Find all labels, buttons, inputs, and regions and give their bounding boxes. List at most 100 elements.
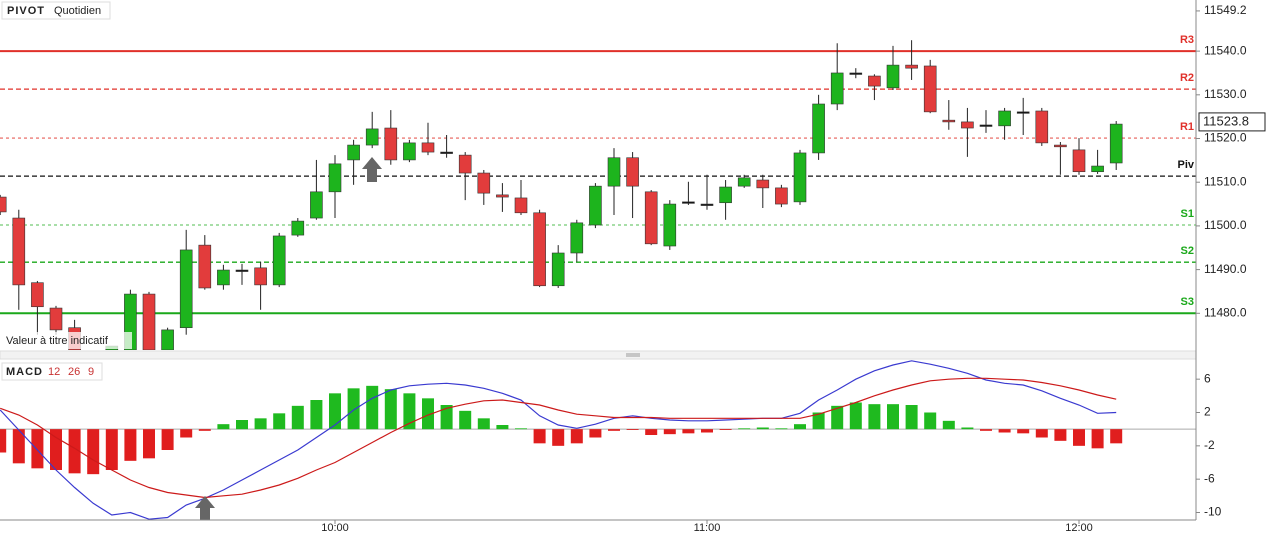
histogram-bar xyxy=(459,410,472,430)
histogram-bar xyxy=(645,429,658,435)
note: Valeur à titre indicatif xyxy=(6,335,109,347)
y-tick-label: 11500.0 xyxy=(1204,218,1247,232)
histogram-bar xyxy=(422,398,434,430)
candle-body xyxy=(589,185,602,226)
histogram-bar xyxy=(849,402,862,430)
candle-body xyxy=(142,293,156,350)
macd-param: 9 xyxy=(88,366,94,378)
histogram-bar xyxy=(942,420,955,430)
histogram-bar xyxy=(403,393,416,430)
histogram-bar xyxy=(198,429,211,431)
histogram-bar xyxy=(384,389,397,430)
histogram-bar xyxy=(589,429,602,438)
histogram-bar xyxy=(217,424,230,430)
histogram-bar xyxy=(0,429,7,453)
pivot-label: R2 xyxy=(1180,72,1194,84)
histogram-bar xyxy=(1035,429,1048,438)
candle-body xyxy=(347,144,360,161)
candle-body xyxy=(49,307,63,331)
candle-body xyxy=(291,220,305,236)
candle-body xyxy=(1091,165,1104,173)
candle-body xyxy=(793,152,807,203)
chart-title: PIVOT xyxy=(7,5,45,17)
price-pane xyxy=(0,40,1196,350)
candle-body xyxy=(644,191,658,245)
histogram-bar xyxy=(719,429,732,430)
histogram-bar xyxy=(998,429,1011,433)
candle-body xyxy=(570,222,584,254)
candle-body xyxy=(607,157,621,187)
candle-body xyxy=(849,72,863,75)
histogram-bar xyxy=(236,420,248,430)
y-tick-label: 11530.0 xyxy=(1204,87,1247,101)
candle-body xyxy=(440,151,453,154)
histogram-bar xyxy=(756,427,769,430)
histogram-bar xyxy=(291,405,304,430)
histogram-bar xyxy=(608,429,620,431)
candle-body xyxy=(254,267,267,286)
signal-arrow xyxy=(362,157,382,182)
histogram-bar xyxy=(440,405,453,430)
macd-param: 26 xyxy=(68,366,80,378)
histogram-bar xyxy=(310,400,323,430)
candle-body xyxy=(886,64,900,89)
pivot-label: Piv xyxy=(1177,159,1194,171)
histogram-bar xyxy=(701,429,713,433)
histogram-bar xyxy=(366,385,379,430)
candle-body xyxy=(737,177,751,187)
candle-body xyxy=(217,269,230,286)
candle-body xyxy=(551,252,565,287)
candle-body xyxy=(403,142,416,161)
histogram-bar xyxy=(533,429,546,444)
macd-line xyxy=(0,360,1117,520)
candle-body xyxy=(626,157,639,187)
candle-body xyxy=(421,142,435,153)
y-tick-label: 11490.0 xyxy=(1204,262,1247,276)
candle-body xyxy=(235,269,249,272)
y-tick-label: 6 xyxy=(1204,371,1211,385)
y-tick-label: 11510.0 xyxy=(1204,174,1247,188)
pivot-label: S2 xyxy=(1181,245,1194,257)
candle-body xyxy=(923,65,937,113)
histogram-bar xyxy=(626,429,639,430)
histogram-bar xyxy=(552,429,565,446)
histogram-bar xyxy=(477,418,490,430)
x-tick-label: 12:00 xyxy=(1065,522,1093,534)
candle-body xyxy=(868,75,881,87)
last-price-box xyxy=(1198,112,1266,132)
pane-separator[interactable] xyxy=(0,350,1197,360)
candle-body xyxy=(775,187,788,205)
y-tick-label: -10 xyxy=(1204,505,1222,519)
candle-body xyxy=(905,64,918,69)
x-tick-label: 11:00 xyxy=(694,522,721,534)
x-tick-label: 10:00 xyxy=(321,522,349,534)
candle-body xyxy=(514,197,528,214)
candle-body xyxy=(998,110,1011,127)
histogram-bar xyxy=(87,429,100,475)
histogram-bar xyxy=(347,388,360,430)
candle-body xyxy=(198,244,212,289)
candle-body xyxy=(1016,111,1030,114)
macd-pane xyxy=(0,360,1196,520)
candle-body xyxy=(365,128,379,146)
histogram-bar xyxy=(775,428,788,430)
histogram-bar xyxy=(961,427,974,430)
histogram-bar xyxy=(1054,429,1067,441)
histogram-bar xyxy=(905,405,918,430)
histogram-bar xyxy=(180,429,193,438)
histogram-bar xyxy=(831,405,844,430)
candle-body xyxy=(31,282,44,308)
histogram-bar xyxy=(31,429,44,469)
candle-body xyxy=(384,127,398,161)
histogram-bar xyxy=(682,429,695,434)
histogram-bar xyxy=(1091,429,1104,449)
histogram-bar xyxy=(794,424,806,430)
histogram-bar xyxy=(161,429,174,450)
candle-body xyxy=(161,329,174,350)
candle-body xyxy=(310,191,323,219)
candle-body xyxy=(496,194,509,198)
histogram-bar xyxy=(868,404,881,430)
header-box xyxy=(1,1,111,20)
histogram-bar xyxy=(663,429,676,435)
